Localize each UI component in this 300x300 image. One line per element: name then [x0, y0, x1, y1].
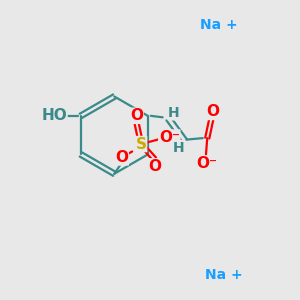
Text: O: O — [148, 159, 161, 174]
Text: O: O — [130, 108, 143, 123]
Text: O⁻: O⁻ — [196, 156, 217, 171]
Text: Na +: Na + — [200, 18, 237, 32]
Text: O: O — [115, 150, 128, 165]
Text: O: O — [206, 104, 219, 119]
Text: H: H — [172, 141, 184, 154]
Text: H: H — [168, 106, 180, 120]
Text: Na +: Na + — [206, 268, 243, 282]
Text: S: S — [136, 136, 147, 152]
Text: HO: HO — [41, 108, 67, 123]
Text: O⁻: O⁻ — [159, 130, 180, 145]
